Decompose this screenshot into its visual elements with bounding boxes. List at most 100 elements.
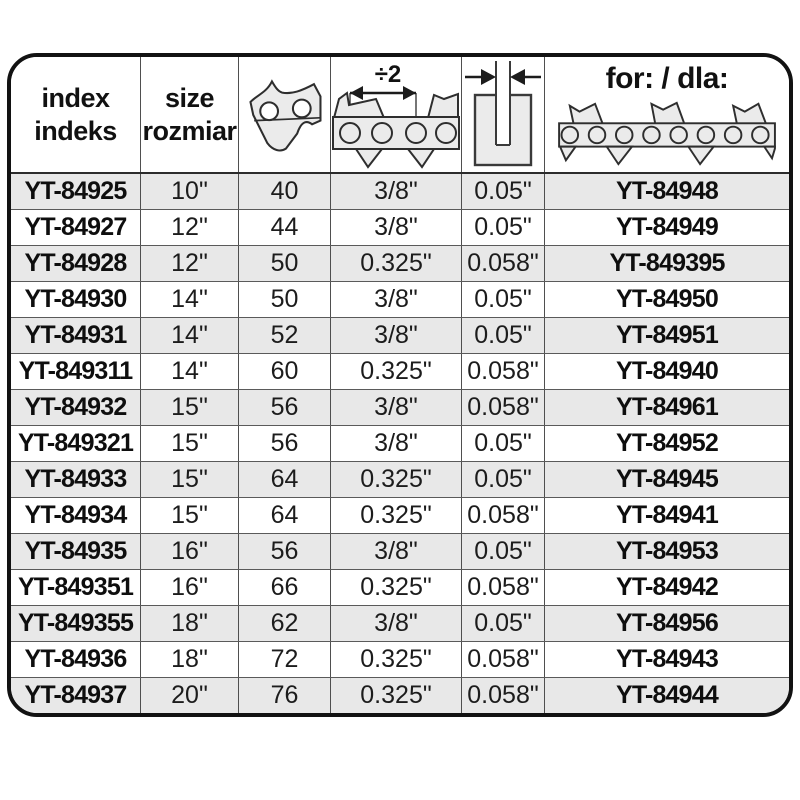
cell-pitch: 0.325" (331, 498, 462, 533)
cell-links-count: 50 (239, 246, 331, 281)
header-size-label-en: size (164, 82, 215, 113)
cell-for-chain: YT-84941 (615, 501, 719, 529)
table-row: YT-849351 16" 66 0.325" 0.058" YT-84942 (11, 570, 789, 606)
cell-pitch: 0.325" (331, 642, 462, 677)
cell-size: 15" (141, 390, 239, 425)
cell-links-count: 56 (239, 390, 331, 425)
cell-gauge: 0.058" (462, 246, 545, 281)
cell-pitch: 0.325" (331, 246, 462, 281)
cell-links-count: 64 (239, 498, 331, 533)
table-row: YT-84931 14" 52 3/8" 0.05" YT-84951 (11, 318, 789, 354)
cell-gauge: 0.058" (462, 678, 545, 713)
cell-links-count: 76 (239, 678, 331, 713)
cell-size: 18" (141, 606, 239, 641)
cell-index: YT-84925 (11, 174, 141, 209)
cell-gauge: 0.05" (462, 174, 545, 209)
cell-for-chain: YT-84952 (615, 429, 719, 457)
header-index: index indeks (11, 57, 141, 172)
cell-gauge: 0.05" (462, 282, 545, 317)
cell-links-count: 50 (239, 282, 331, 317)
table-row: YT-84925 10" 40 3/8" 0.05" YT-84948 (11, 174, 789, 210)
cell-pitch: 3/8" (331, 426, 462, 461)
header-links-count (239, 57, 331, 172)
cell-for-chain: YT-84953 (615, 537, 719, 565)
cell-links-count: 62 (239, 606, 331, 641)
cell-size: 10" (141, 174, 239, 209)
cell-index: YT-84930 (11, 282, 141, 317)
table-row: YT-84930 14" 50 3/8" 0.05" YT-84950 (11, 282, 789, 318)
cell-index: YT-849311 (11, 354, 141, 389)
header-index-label-en: index (41, 82, 110, 113)
bar-groove-gauge-icon (465, 60, 541, 169)
cell-pitch: 0.325" (331, 678, 462, 713)
cell-pitch: 0.325" (331, 570, 462, 605)
cutter-link-icon (243, 67, 327, 163)
cell-pitch: 3/8" (331, 174, 462, 209)
cell-links-count: 40 (239, 174, 331, 209)
cell-index: YT-84931 (11, 318, 141, 353)
cell-for-chain: YT-84949 (615, 213, 719, 241)
cell-index: YT-84933 (11, 462, 141, 497)
cell-index: YT-849351 (11, 570, 141, 605)
table-row: YT-84933 15" 64 0.325" 0.05" YT-84945 (11, 462, 789, 498)
table-row: YT-84937 20" 76 0.325" 0.058" YT-84944 (11, 678, 789, 713)
header-index-label-pl: indeks (34, 115, 117, 146)
cell-pitch: 3/8" (331, 534, 462, 569)
table-row: YT-84936 18" 72 0.325" 0.058" YT-84943 (11, 642, 789, 678)
cell-size: 20" (141, 678, 239, 713)
cell-for-chain: YT-84950 (615, 285, 719, 313)
cell-for-chain: YT-84944 (615, 681, 719, 709)
cell-links-count: 72 (239, 642, 331, 677)
cell-for-chain: YT-84961 (615, 393, 719, 421)
table-row: YT-849311 14" 60 0.325" 0.058" YT-84940 (11, 354, 789, 390)
cell-gauge: 0.058" (462, 570, 545, 605)
cell-size: 12" (141, 210, 239, 245)
cell-pitch: 3/8" (331, 318, 462, 353)
table-row: YT-84932 15" 56 3/8" 0.058" YT-84961 (11, 390, 789, 426)
table-row: YT-84935 16" 56 3/8" 0.05" YT-84953 (11, 534, 789, 570)
cell-index: YT-84935 (11, 534, 141, 569)
cell-index: YT-84932 (11, 390, 141, 425)
cell-index: YT-84928 (11, 246, 141, 281)
cell-links-count: 52 (239, 318, 331, 353)
cell-pitch: 3/8" (331, 390, 462, 425)
cell-index: YT-84937 (11, 678, 141, 713)
cell-links-count: 56 (239, 426, 331, 461)
table-row: YT-84934 15" 64 0.325" 0.058" YT-84941 (11, 498, 789, 534)
cell-size: 14" (141, 282, 239, 317)
cell-pitch: 3/8" (331, 606, 462, 641)
cell-size: 16" (141, 534, 239, 569)
cell-size: 15" (141, 462, 239, 497)
header-pitch: ÷2 (331, 57, 462, 172)
cell-index: YT-84927 (11, 210, 141, 245)
cell-pitch: 3/8" (331, 210, 462, 245)
cell-index: YT-849321 (11, 426, 141, 461)
saw-chain-icon (555, 98, 780, 168)
cell-for-chain: YT-84943 (615, 645, 719, 673)
cell-for-chain: YT-84940 (615, 357, 719, 385)
cell-gauge: 0.05" (462, 462, 545, 497)
cell-links-count: 56 (239, 534, 331, 569)
header-size: size rozmiar (141, 57, 239, 172)
cell-pitch: 0.325" (331, 462, 462, 497)
cell-links-count: 44 (239, 210, 331, 245)
cell-for-chain: YT-849395 (609, 249, 725, 277)
cell-gauge: 0.05" (462, 210, 545, 245)
header-for-label: for: / dla: (605, 61, 729, 95)
cell-gauge: 0.058" (462, 642, 545, 677)
cell-gauge: 0.058" (462, 498, 545, 533)
cell-gauge: 0.05" (462, 426, 545, 461)
cell-index: YT-849355 (11, 606, 141, 641)
cell-size: 12" (141, 246, 239, 281)
cell-links-count: 66 (239, 570, 331, 605)
cell-gauge: 0.058" (462, 390, 545, 425)
cell-size: 14" (141, 354, 239, 389)
table-row: YT-849321 15" 56 3/8" 0.05" YT-84952 (11, 426, 789, 462)
cell-size: 18" (141, 642, 239, 677)
cell-gauge: 0.05" (462, 534, 545, 569)
chain-pitch-icon: ÷2 (332, 61, 460, 169)
cell-pitch: 0.325" (331, 354, 462, 389)
cell-for-chain: YT-84956 (615, 609, 719, 637)
table-header-row: index indeks size rozmiar (11, 57, 789, 174)
